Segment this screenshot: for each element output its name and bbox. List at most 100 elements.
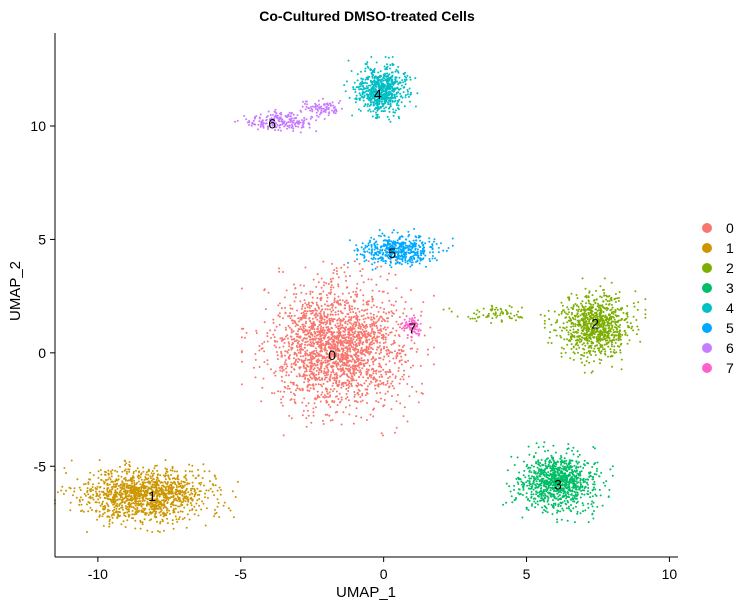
data-point bbox=[163, 485, 166, 488]
data-point bbox=[96, 518, 99, 521]
data-point bbox=[346, 341, 349, 344]
data-point bbox=[607, 341, 610, 344]
data-point bbox=[114, 469, 117, 472]
data-point bbox=[358, 376, 361, 379]
data-point bbox=[344, 406, 347, 409]
data-point bbox=[516, 481, 519, 484]
data-point bbox=[183, 506, 186, 509]
data-point bbox=[523, 469, 526, 472]
data-point bbox=[337, 285, 340, 288]
data-point bbox=[605, 480, 608, 483]
data-point bbox=[118, 511, 121, 513]
data-point bbox=[338, 381, 341, 384]
data-point bbox=[379, 328, 382, 331]
data-point bbox=[309, 341, 312, 344]
data-point bbox=[209, 480, 211, 483]
data-point bbox=[372, 313, 375, 316]
data-point bbox=[330, 288, 332, 291]
data-point bbox=[362, 314, 365, 317]
data-point bbox=[273, 329, 276, 332]
data-point bbox=[572, 325, 575, 328]
data-point bbox=[610, 340, 613, 343]
data-point bbox=[550, 454, 553, 457]
data-point bbox=[584, 287, 587, 290]
data-point bbox=[380, 432, 383, 435]
data-point bbox=[537, 503, 539, 506]
data-point bbox=[355, 358, 358, 361]
data-point bbox=[293, 368, 296, 371]
data-point bbox=[107, 478, 110, 481]
data-point bbox=[390, 343, 393, 346]
data-point bbox=[359, 327, 362, 330]
data-point bbox=[351, 372, 354, 375]
data-point bbox=[577, 351, 579, 354]
data-point bbox=[331, 419, 334, 421]
data-point bbox=[573, 352, 576, 355]
data-point bbox=[137, 502, 140, 505]
data-point bbox=[303, 315, 306, 318]
data-point bbox=[138, 497, 141, 500]
data-point bbox=[153, 467, 156, 470]
data-point bbox=[560, 518, 563, 521]
data-point bbox=[108, 489, 111, 492]
data-point bbox=[585, 329, 588, 332]
data-point bbox=[338, 317, 341, 320]
data-point bbox=[350, 372, 352, 375]
data-point bbox=[305, 292, 308, 295]
data-point bbox=[318, 312, 321, 315]
data-point bbox=[277, 390, 279, 393]
data-point bbox=[323, 281, 326, 284]
data-point bbox=[342, 330, 345, 333]
data-point bbox=[299, 335, 302, 338]
data-point bbox=[86, 491, 89, 493]
data-point bbox=[591, 333, 594, 336]
data-point bbox=[568, 299, 571, 301]
data-point bbox=[610, 312, 613, 315]
data-point bbox=[596, 333, 599, 336]
data-point bbox=[106, 515, 109, 518]
data-point bbox=[326, 319, 329, 322]
data-point bbox=[345, 364, 348, 367]
data-point bbox=[361, 343, 364, 346]
data-point bbox=[139, 483, 142, 486]
data-point bbox=[266, 332, 269, 335]
data-point bbox=[372, 320, 375, 323]
data-point bbox=[264, 308, 267, 311]
data-point bbox=[260, 400, 263, 403]
data-point bbox=[164, 482, 167, 485]
data-point bbox=[302, 316, 305, 319]
data-point bbox=[334, 306, 337, 309]
data-point bbox=[363, 309, 366, 312]
data-point bbox=[501, 311, 504, 314]
data-point bbox=[570, 306, 573, 309]
data-point bbox=[116, 482, 119, 485]
data-point bbox=[364, 394, 367, 397]
data-point bbox=[347, 383, 350, 386]
data-point bbox=[154, 508, 157, 511]
data-point bbox=[261, 347, 264, 350]
data-point bbox=[347, 390, 350, 392]
data-point bbox=[303, 284, 305, 287]
data-point bbox=[333, 335, 336, 338]
data-point bbox=[612, 310, 615, 313]
data-point bbox=[593, 347, 596, 350]
data-point bbox=[543, 314, 546, 317]
data-point bbox=[359, 270, 362, 273]
data-point bbox=[321, 377, 323, 380]
data-point bbox=[342, 358, 344, 361]
data-point bbox=[136, 511, 139, 513]
data-point bbox=[232, 516, 235, 519]
data-point bbox=[293, 340, 296, 343]
data-point bbox=[289, 312, 291, 315]
data-point bbox=[320, 277, 323, 280]
data-point bbox=[560, 463, 562, 466]
data-point bbox=[133, 483, 136, 486]
data-point bbox=[148, 519, 151, 522]
data-point bbox=[376, 335, 379, 338]
data-point bbox=[365, 338, 368, 341]
data-point bbox=[271, 392, 273, 395]
data-point bbox=[96, 485, 99, 488]
data-point bbox=[577, 328, 579, 331]
data-point bbox=[582, 308, 585, 311]
data-point bbox=[315, 316, 317, 318]
